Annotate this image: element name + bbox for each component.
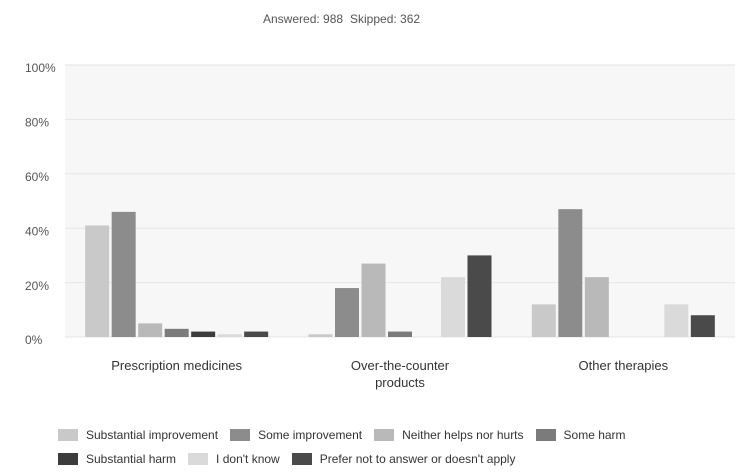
- y-tick-label: 40%: [25, 224, 49, 238]
- bar: [111, 211, 136, 337]
- legend-item: I don't know: [188, 452, 280, 466]
- legend-swatch: [188, 453, 209, 465]
- legend-item: Some improvement: [230, 428, 362, 442]
- bar: [244, 331, 269, 337]
- legend-label: I don't know: [216, 452, 280, 466]
- legend-item: Neither helps nor hurts: [374, 428, 524, 442]
- legend-label: Substantial harm: [86, 452, 177, 466]
- legend: Substantial improvement Some improvement N…: [58, 428, 738, 466]
- legend-label: Some improvement: [258, 428, 363, 442]
- legend-item: Substantial harm: [58, 452, 176, 466]
- legend-item: Prefer not to answer or doesn't apply: [291, 452, 516, 466]
- bar: [664, 304, 689, 337]
- bar: [531, 304, 556, 337]
- legend-item: Some harm: [535, 428, 626, 442]
- bar: [164, 328, 189, 337]
- bar: [441, 277, 465, 337]
- legend-label: Substantial improvement: [86, 428, 219, 442]
- legend-item: Substantial improvement: [58, 428, 218, 442]
- y-tick-label: 80%: [25, 116, 49, 130]
- bar: [361, 263, 386, 337]
- x-tick-label: Prescription medicines: [111, 358, 243, 373]
- chart: Answered: 988 Skipped: 362 0% 20% 40% 60% 80…: [25, 12, 735, 347]
- bar: [690, 315, 715, 337]
- legend-swatch: [374, 429, 395, 441]
- legend-swatch: [58, 453, 78, 465]
- y-tick-label: 20%: [25, 279, 49, 293]
- answered: Answered: 988: [263, 12, 343, 26]
- bar: [138, 323, 163, 337]
- legend-swatch: [291, 453, 312, 465]
- bar: [584, 277, 609, 337]
- legend-label: Prefer not to answer or doesn't apply: [319, 452, 516, 466]
- bar: [558, 209, 583, 337]
- y-tick-label: 0%: [25, 333, 43, 347]
- legend-swatch: [535, 429, 556, 441]
- y-tick-label: 100%: [25, 61, 56, 75]
- bar: [308, 334, 333, 337]
- bar: [388, 331, 412, 337]
- legend-swatch: [58, 429, 78, 441]
- x-tick-label: Over-the-counter products: [350, 358, 450, 390]
- x-tick-label: Other therapies: [578, 358, 669, 373]
- skipped: Skipped: 362: [350, 12, 420, 26]
- bar: [85, 225, 110, 337]
- bar: [467, 255, 492, 337]
- plot-area: [65, 65, 735, 337]
- legend-swatch: [230, 429, 251, 441]
- legend-label: Some harm: [563, 428, 626, 442]
- bar: [335, 288, 359, 337]
- bar: [217, 334, 242, 337]
- bar: [191, 331, 216, 337]
- legend-label: Neither helps nor hurts: [402, 428, 524, 442]
- y-tick-label: 60%: [25, 170, 49, 184]
